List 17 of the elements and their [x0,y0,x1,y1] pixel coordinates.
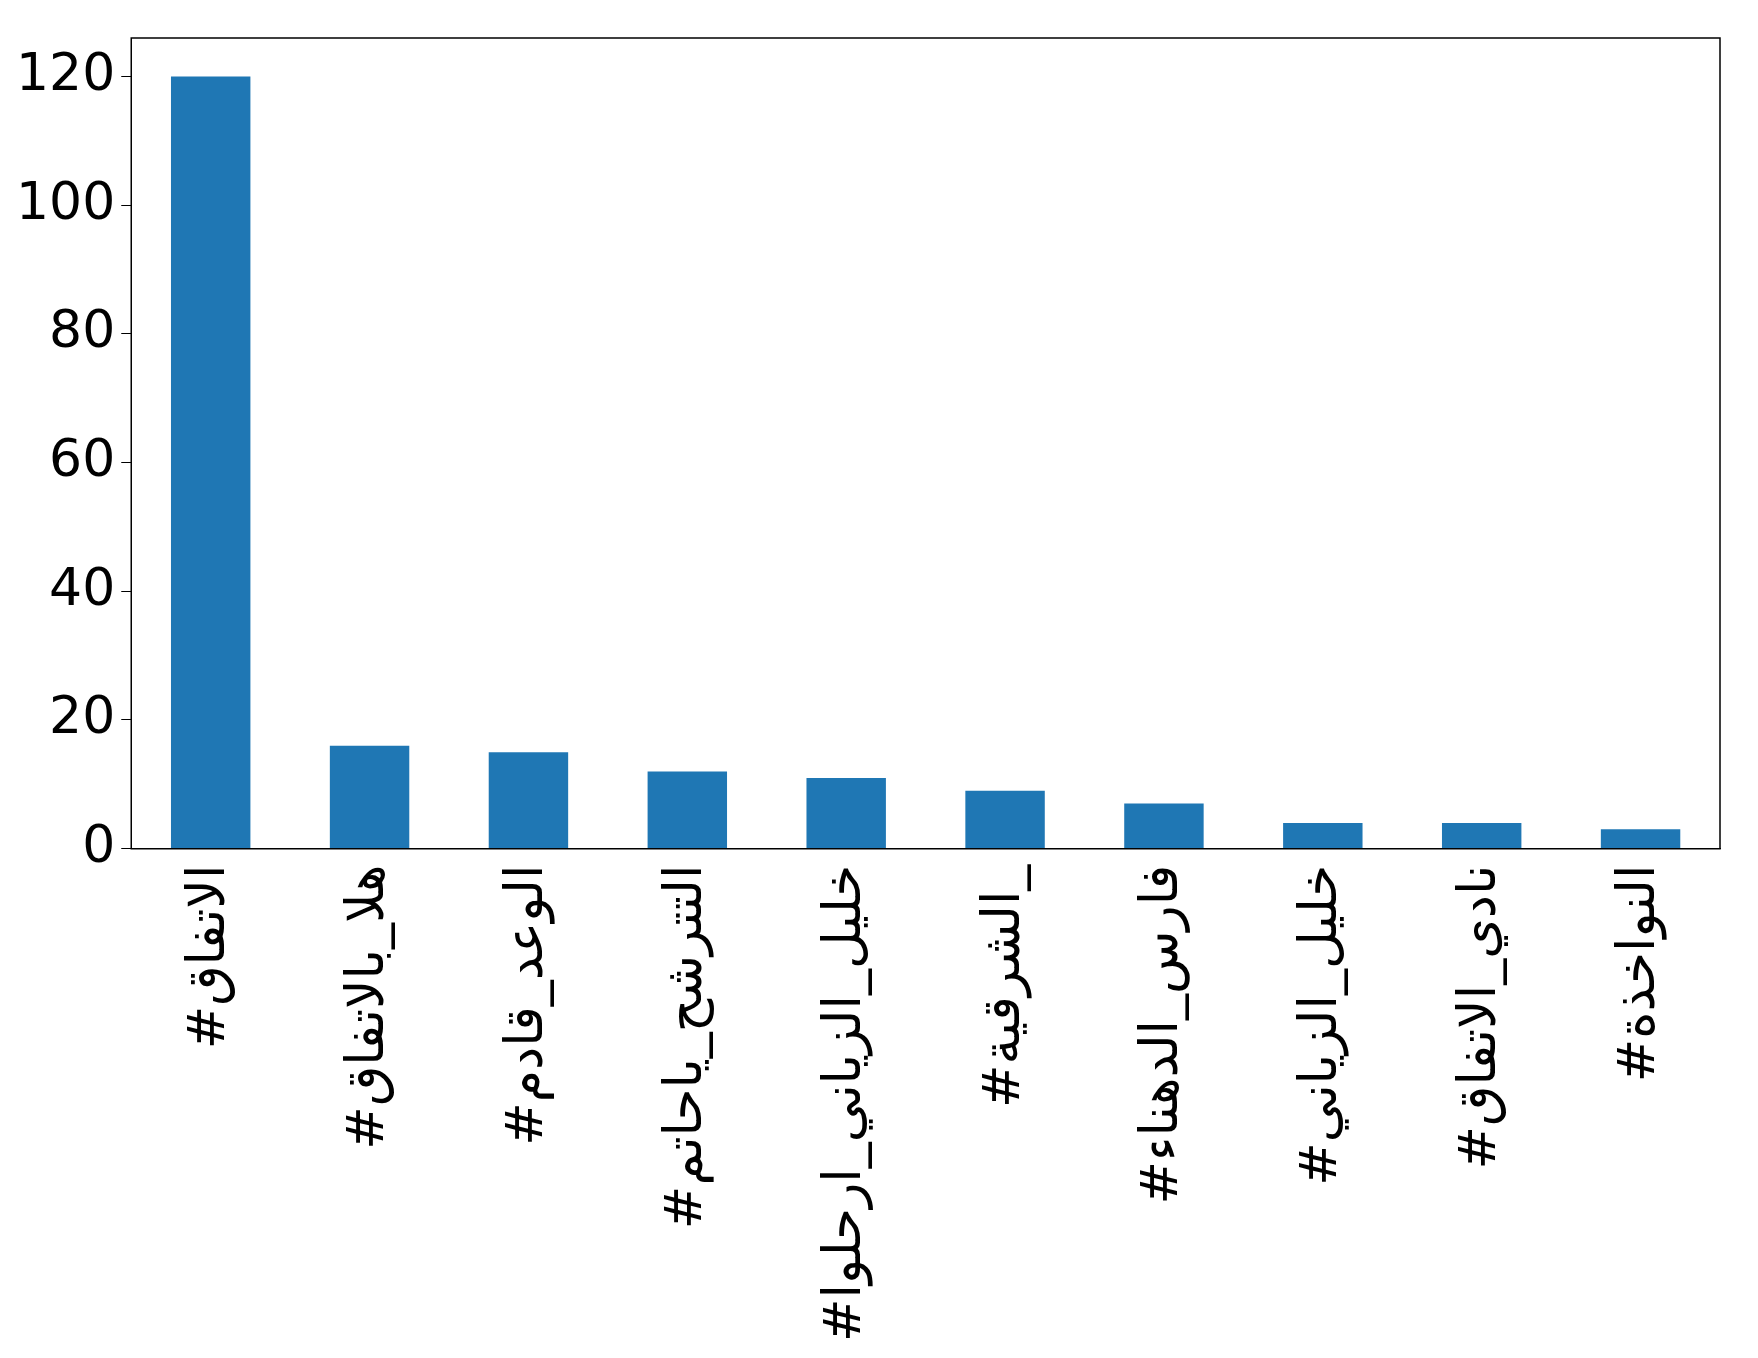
y-tick-label: 120 [15,42,116,103]
x-tick-label: #هلا_بالاتفاق [335,864,396,1150]
x-tick-label: #الشرقية_ [970,863,1032,1109]
x-tick-label: #النواخذة [1606,864,1668,1083]
x-tick-label: #التترشح_ياحاتم [652,864,714,1230]
x-tick-label: #خليل_الزياني_ارحلوا [811,864,873,1343]
y-tick-label: 60 [49,428,116,489]
x-tick-label: #الاتفاق [176,864,237,1050]
y-tick-label: 40 [49,556,116,617]
x-tick-label: #نادي_الاتفاق [1447,864,1509,1170]
y-tick-label: 80 [49,299,116,360]
x-tick-label: #الوعد_قادم [493,864,555,1146]
x-tick-label: #فارس_الدهناء [1129,864,1191,1205]
x-tick-label: #خليل_الزياني [1288,864,1350,1186]
y-tick-label: 20 [49,685,116,746]
y-tick-label: 100 [15,170,116,231]
y-tick-label: 0 [82,814,116,875]
